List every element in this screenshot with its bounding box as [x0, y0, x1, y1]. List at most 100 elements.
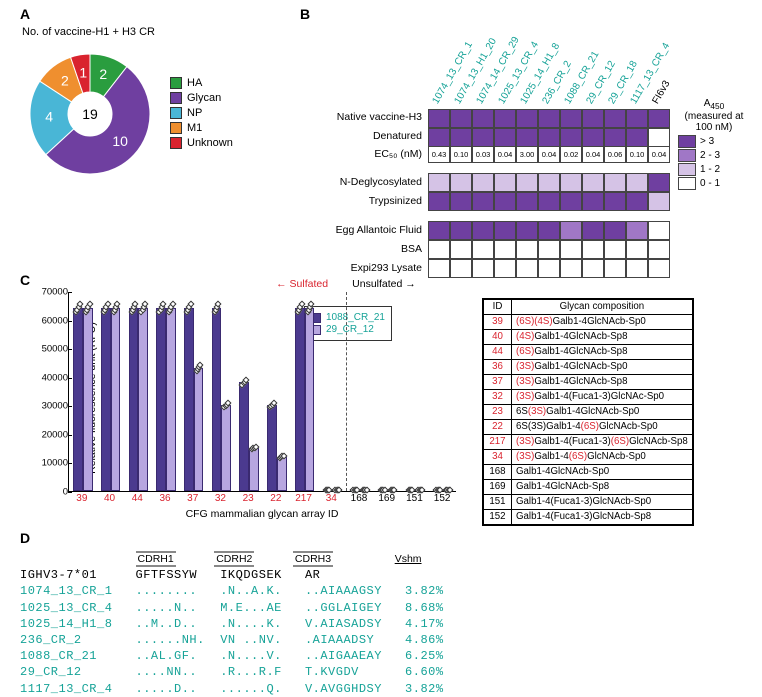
glycan-table: IDGlycan composition39(6S)(4S)Galb1-4Glc… [482, 298, 694, 526]
heatmap-cell [450, 109, 472, 128]
heatmap-cell [516, 221, 538, 240]
heatmap-cell [494, 109, 516, 128]
ec50-cell: 0.43 [428, 146, 450, 163]
x-tick: 44 [132, 493, 143, 504]
heatmap-cell [582, 221, 604, 240]
heatmap-cell [582, 128, 604, 147]
heatmap-cell [428, 192, 450, 211]
svg-text:10: 10 [112, 133, 128, 149]
x-tick: 37 [187, 493, 198, 504]
row-label: Egg Allantoic Fluid [300, 221, 422, 240]
x-axis-ticks: 394044363732232221734168169151152 [68, 492, 456, 508]
heatmap-cell [538, 173, 560, 192]
legend-item: > 3 [678, 135, 750, 148]
sequence-row: 1074_13_CR_1 ........ .N..A.K. ..AIAAAGS… [20, 583, 740, 599]
x-tick: 22 [270, 493, 281, 504]
heatmap-cell [648, 109, 670, 128]
x-tick: 23 [243, 493, 254, 504]
y-tick: 30000 [34, 401, 68, 412]
x-tick: 217 [295, 493, 312, 504]
bar [129, 308, 139, 491]
heatmap-cell [516, 109, 538, 128]
heatmap-cell [450, 128, 472, 147]
ec50-cell: 0.04 [494, 146, 516, 163]
heatmap-col-headers: 1074_13_CR_11074_13_H1_201074_14_CR_2910… [428, 22, 750, 106]
panel-b: B 1074_13_CR_11074_13_H1_201074_14_CR_29… [300, 6, 750, 278]
heatmap-cell [560, 173, 582, 192]
y-axis-ticks: 010000200003000040000500006000070000 [34, 292, 68, 492]
sequence-row: 1025_13_CR_4 .....N.. M.E...AE ..GGLAIGE… [20, 600, 740, 616]
ec50-cell: 0.10 [626, 146, 648, 163]
legend-item: 1 - 2 [678, 163, 750, 176]
heatmap-cell [428, 128, 450, 147]
heatmap-cell [428, 173, 450, 192]
heatmap-cell [604, 128, 626, 147]
row-label: BSA [300, 240, 422, 259]
heatmap-cell [626, 173, 648, 192]
ec50-cell: 0.06 [604, 146, 626, 163]
bar [305, 308, 315, 491]
bar-chart: 1088_CR_2129_CR_12 ← SulfatedUnsulfated … [68, 292, 456, 492]
heatmap-cell [494, 128, 516, 147]
sequence-alignment: CDRH1 CDRH2 CDRH3 VshmIGHV3-7*01 GFTFSSY… [20, 551, 740, 697]
heatmap-cell [516, 240, 538, 259]
bar [212, 308, 222, 491]
heatmap-cell [626, 192, 648, 211]
bar [111, 308, 121, 491]
heatmap-cell [428, 109, 450, 128]
heatmap-cell [648, 173, 670, 192]
panel-b-legend: A450(measured at 100 nM)> 32 - 31 - 20 -… [678, 98, 750, 191]
heatmap-cell [494, 192, 516, 211]
heatmap-cell [648, 128, 670, 147]
y-tick: 70000 [34, 287, 68, 298]
svg-text:4: 4 [45, 108, 53, 124]
heatmap-cell [648, 221, 670, 240]
legend-item: 2 - 3 [678, 149, 750, 162]
col-header: FI6v3 [650, 79, 672, 106]
ec50-cell: 0.04 [538, 146, 560, 163]
row-label: EC₅₀ (nM) [300, 146, 422, 163]
panel-b-label: B [300, 6, 310, 22]
row-label: Denatured [300, 127, 422, 146]
heatmap-cell [450, 173, 472, 192]
bar [194, 368, 204, 491]
heatmap-cell [538, 128, 560, 147]
ec50-cell: 0.03 [472, 146, 494, 163]
panel-d-label: D [20, 530, 30, 546]
y-tick: 40000 [34, 372, 68, 383]
heatmap-cell [516, 173, 538, 192]
ec50-cell: 0.04 [582, 146, 604, 163]
heatmap-cell [516, 128, 538, 147]
donut-chart: 21042119 [20, 44, 160, 184]
panel-a: A No. of vaccine-H1 + H3 CR 21042119 HAG… [20, 6, 320, 184]
x-tick: 40 [104, 493, 115, 504]
heatmap-cell [582, 109, 604, 128]
ec50-cell: 0.02 [560, 146, 582, 163]
x-axis-label: CFG mammalian glycan array ID [68, 508, 456, 520]
col-header: 1117_13_CR_4 [628, 41, 672, 106]
row-label: Trypsinized [300, 192, 422, 211]
bar [267, 405, 277, 491]
bar [73, 308, 83, 491]
heatmap-cell [538, 240, 560, 259]
heatmap-cell [472, 109, 494, 128]
x-tick: 169 [378, 493, 395, 504]
heatmap-cell [538, 109, 560, 128]
panel-c: C Relative fluorescence unit (RFU) 01000… [20, 272, 740, 520]
heatmap-cell [494, 240, 516, 259]
heatmap-cell [538, 192, 560, 211]
ec50-cell: 3.00 [516, 146, 538, 163]
heatmap-cell [626, 240, 648, 259]
y-tick: 0 [34, 487, 68, 498]
x-tick: 168 [351, 493, 368, 504]
heatmap-cell [626, 128, 648, 147]
panel-d: D CDRH1 CDRH2 CDRH3 VshmIGHV3-7*01 GFTFS… [20, 530, 740, 697]
x-tick: 34 [326, 493, 337, 504]
heatmap-cell [428, 240, 450, 259]
heatmap-cell [626, 109, 648, 128]
svg-text:2: 2 [61, 73, 69, 89]
heatmap-cell [472, 221, 494, 240]
unsulfated-label: Unsulfated → [352, 278, 416, 290]
heatmap-cell [450, 240, 472, 259]
row-label: N-Deglycosylated [300, 173, 422, 192]
